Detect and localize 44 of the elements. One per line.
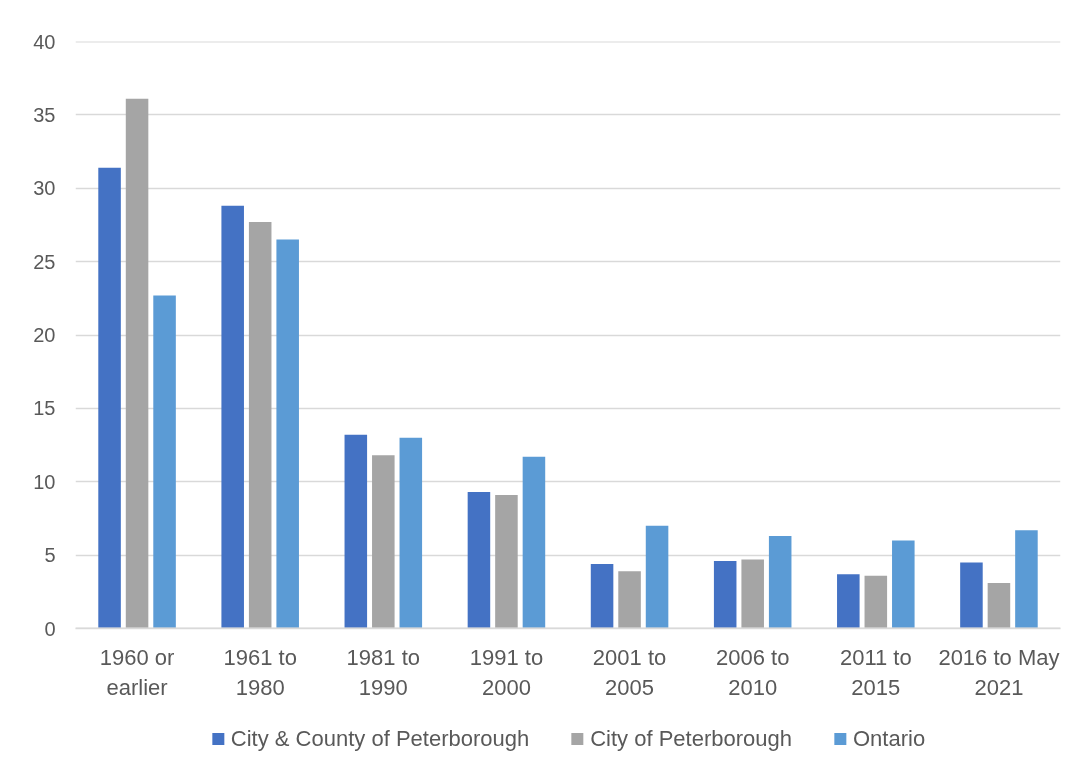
bar bbox=[960, 562, 983, 629]
bar bbox=[713, 560, 737, 629]
bar bbox=[645, 525, 669, 629]
y-tick-label: 5 bbox=[44, 544, 56, 567]
bar bbox=[248, 222, 272, 629]
x-tick-label: 2006 to 2010 bbox=[715, 644, 790, 700]
bar bbox=[221, 205, 244, 629]
bar bbox=[618, 571, 641, 629]
bar bbox=[372, 455, 395, 629]
x-tick-label: 2016 to May 2021 bbox=[938, 644, 1060, 700]
bar bbox=[344, 434, 368, 629]
bar bbox=[741, 559, 764, 629]
bar bbox=[98, 167, 121, 629]
bar bbox=[1015, 530, 1038, 629]
y-tick-label: 25 bbox=[33, 250, 56, 273]
bar bbox=[590, 563, 614, 629]
bar bbox=[125, 98, 149, 629]
bar bbox=[837, 574, 860, 629]
y-tick-label: 30 bbox=[33, 177, 56, 200]
x-tick-label: 2001 to 2005 bbox=[592, 644, 667, 700]
bar bbox=[864, 575, 888, 629]
bar bbox=[276, 239, 299, 629]
y-tick-label: 10 bbox=[33, 470, 56, 493]
x-tick-label: 2011 to 2015 bbox=[839, 644, 912, 700]
bar bbox=[768, 536, 792, 629]
legend-label: City & County of Peterborough bbox=[230, 725, 530, 752]
bar bbox=[153, 295, 176, 629]
bar bbox=[399, 437, 423, 629]
bar bbox=[467, 492, 491, 629]
x-tick-label: 1981 to 1990 bbox=[346, 644, 421, 700]
x-tick-label: 1991 to 2000 bbox=[469, 644, 544, 700]
y-tick-label: 15 bbox=[33, 397, 56, 420]
y-tick-label: 20 bbox=[33, 324, 56, 346]
legend-label: City of Peterborough bbox=[590, 725, 793, 752]
y-tick-label: 35 bbox=[33, 103, 56, 126]
y-tick-label: 40 bbox=[33, 30, 56, 53]
bar bbox=[495, 494, 518, 629]
bar bbox=[892, 540, 915, 629]
x-tick-label: 1961 to 1980 bbox=[223, 644, 297, 700]
bar bbox=[522, 456, 546, 629]
legend-label: Ontario bbox=[853, 725, 926, 752]
y-tick-label: 0 bbox=[44, 617, 56, 640]
bar bbox=[987, 583, 1011, 629]
x-tick-label: 1960 or earlier bbox=[99, 644, 175, 700]
